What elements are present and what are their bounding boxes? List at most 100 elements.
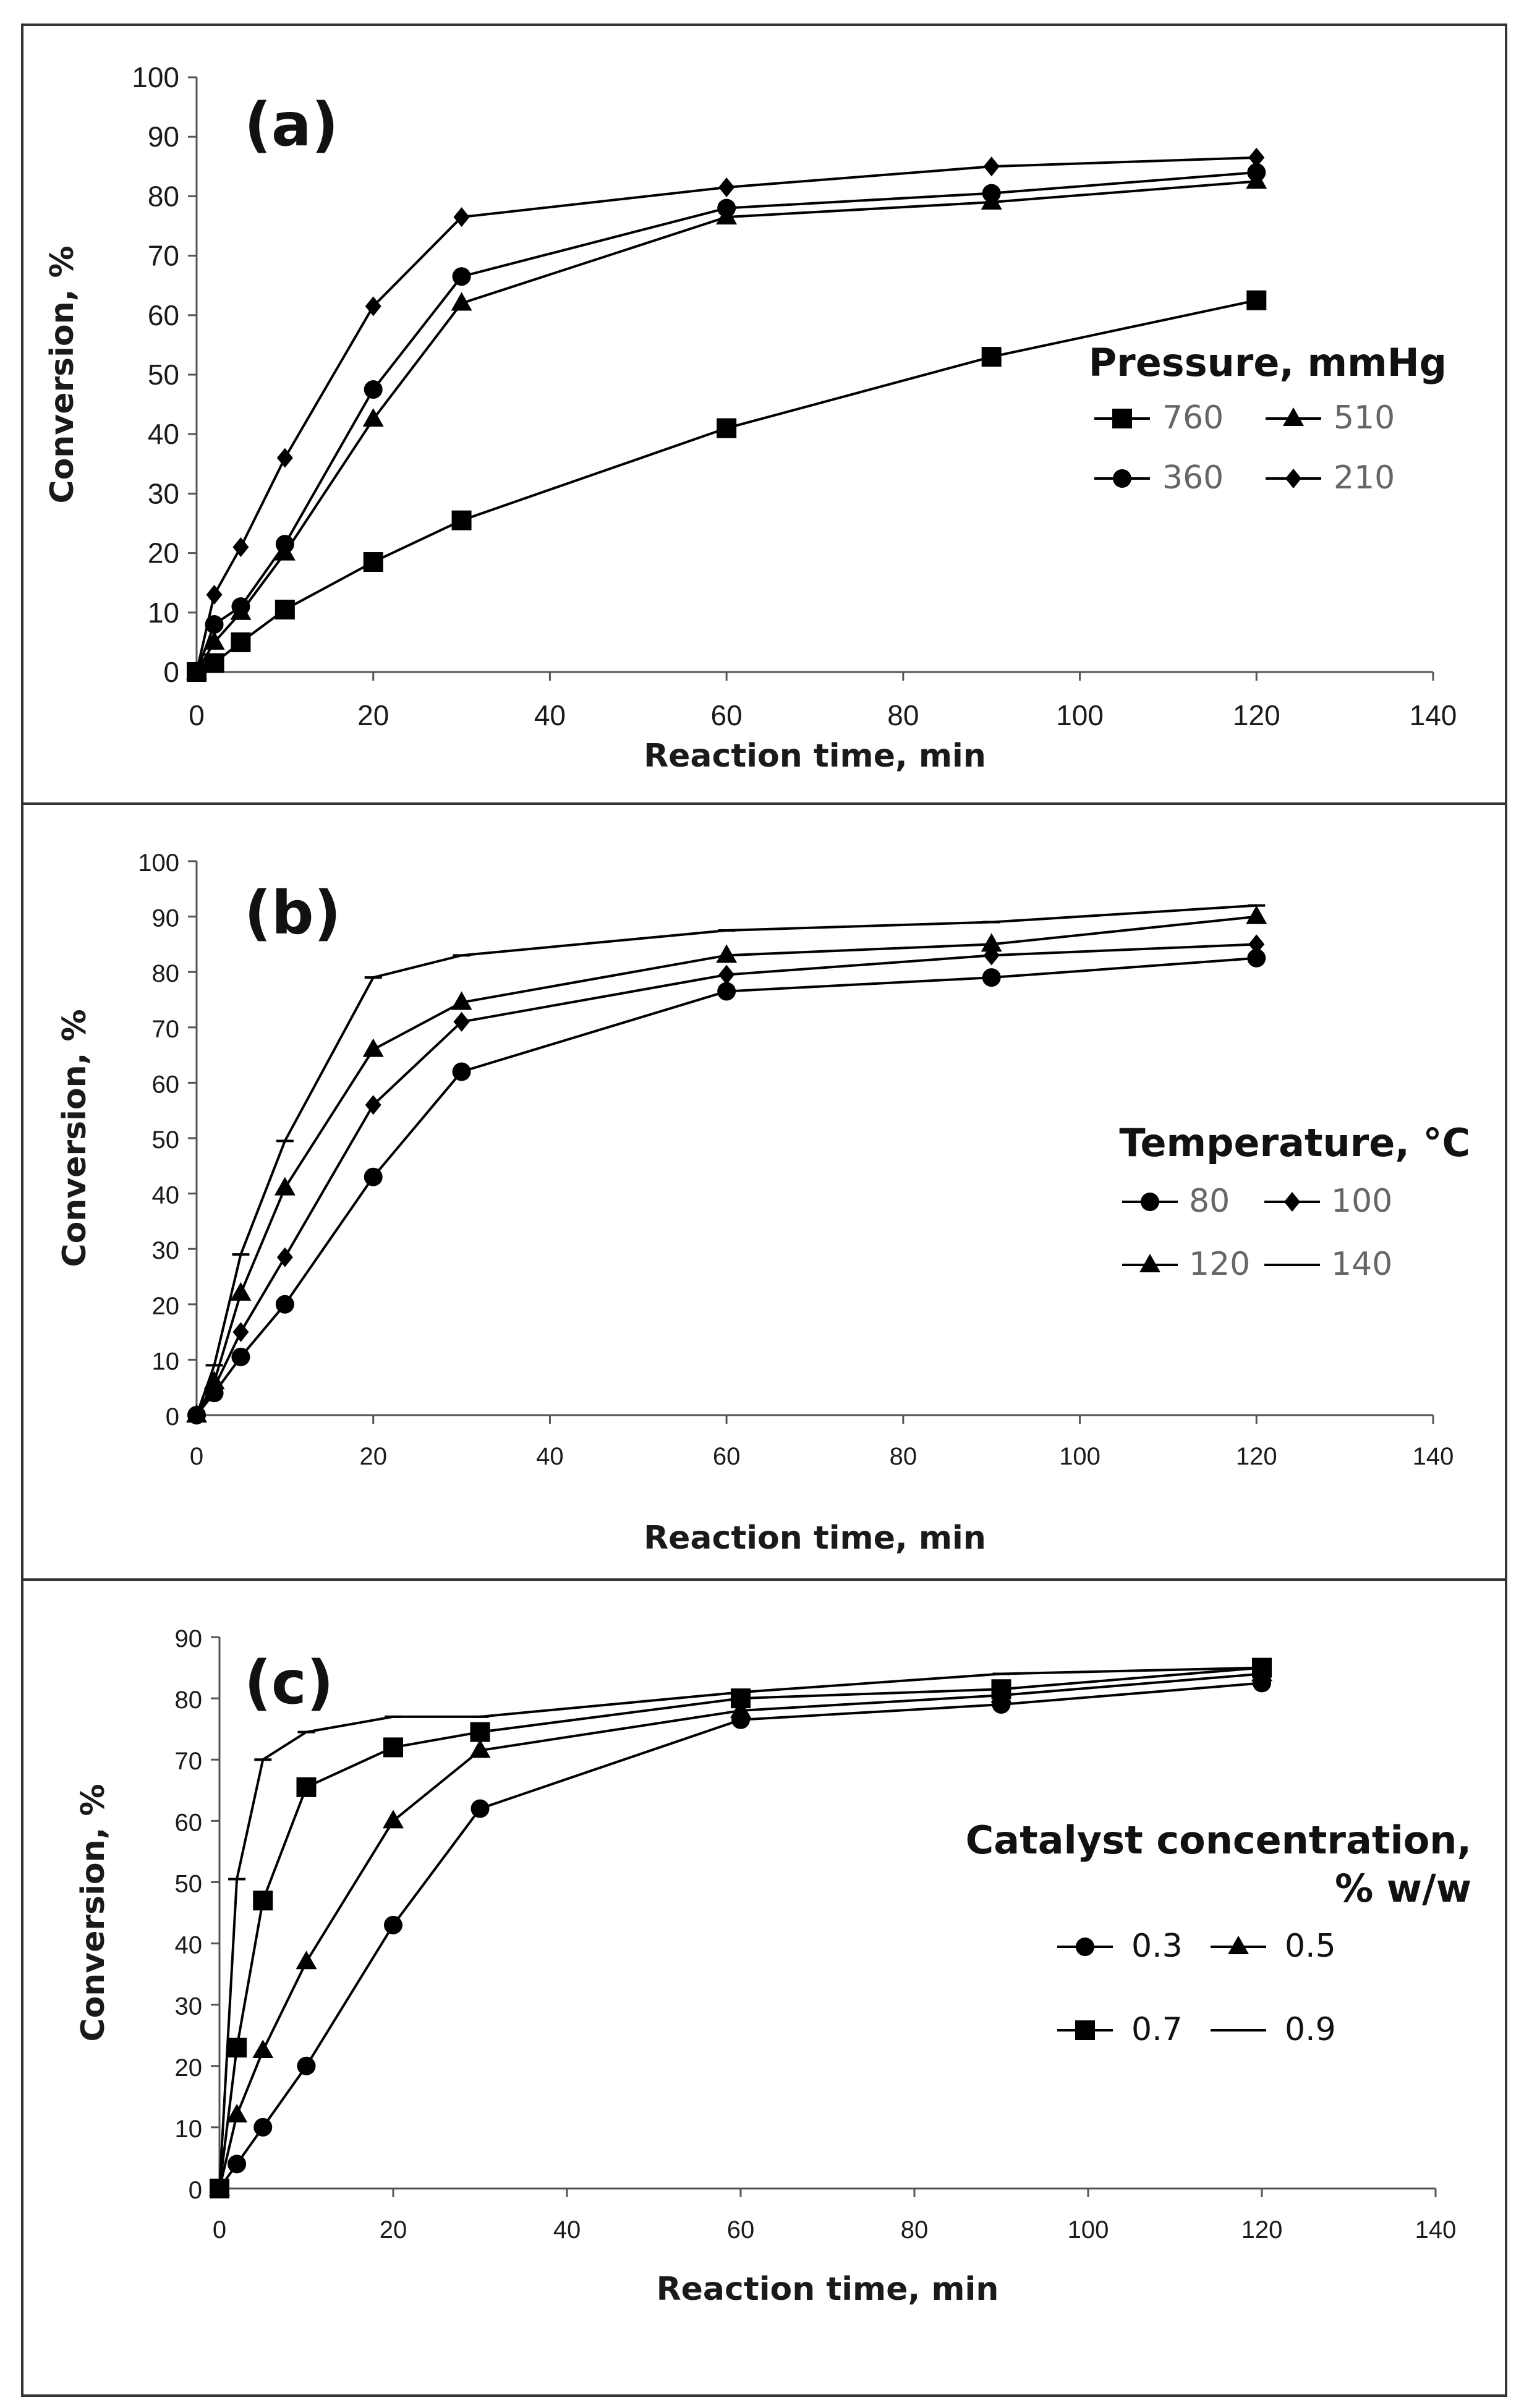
data-point [203,631,225,650]
x-tick-label: 60 [727,2216,755,2244]
series-360 [187,163,1266,681]
x-tick-label: 140 [1413,1443,1454,1470]
legend-marker [1285,469,1301,488]
x-axis-title: Reaction time, min [644,738,986,775]
data-point [362,1038,384,1057]
data-point [365,1095,381,1115]
y-tick-label: 50 [175,1870,203,1897]
y-axis-title: Conversion, % [75,1784,112,2041]
data-point [716,944,738,963]
y-tick-label: 60 [148,299,179,331]
data-point [981,347,1002,367]
y-tick-label: 40 [148,418,179,450]
legend-entry-label: 120 [1189,1246,1250,1283]
data-point [453,207,470,228]
legend-marker [1228,1936,1249,1954]
y-tick-label: 30 [175,1993,203,2020]
data-point [452,267,471,286]
data-point [189,662,205,682]
x-tick-label: 20 [357,699,389,731]
y-tick-label: 0 [189,2177,202,2204]
legend-entry-label: 0.7 [1131,2011,1183,2048]
legend: Temperature, °C 80 100 120 140 [1119,1120,1470,1283]
x-tick-label: 20 [359,1443,387,1470]
y-tick-label: 10 [175,2116,203,2143]
data-point [730,1699,751,1718]
x-tick-label: 60 [713,1443,741,1470]
data-point [451,292,472,311]
data-point [991,1679,1011,1700]
panel-label: (c) [244,1648,334,1717]
chart-panel-c: 0 20 40 60 80 100 120 140 0 10 20 30 40 50 60 70 80 90 Rea… [75,1625,1471,2308]
panel-label: (a) [244,90,339,160]
data-point [451,991,472,1010]
data-point [718,177,735,197]
legend-marker [1075,2020,1095,2040]
data-point [1248,147,1265,168]
data-point [276,448,293,468]
x-tick-label: 0 [213,2216,226,2244]
y-tick-label: 80 [175,1687,203,1714]
data-point [982,968,1001,987]
y-tick-label: 80 [148,180,179,212]
legend: Pressure, mmHg 760 510 360 210 [1089,340,1447,496]
legend-entry-label: 0.9 [1285,2011,1336,2048]
data-point [363,552,383,572]
x-tick-label: 120 [1233,699,1280,731]
data-point [231,1347,250,1366]
data-point [364,380,383,399]
data-point [469,1739,491,1758]
data-point [364,1167,383,1186]
x-tick-label: 140 [1415,2216,1457,2244]
x-tick-label: 140 [1410,699,1457,731]
data-point [231,597,250,616]
data-point [470,1722,490,1742]
data-point [297,2056,316,2075]
chart-panel-b: 0 20 40 60 80 100 120 140 0 10 20 30 40 50 60 70 80 90 100… [56,849,1470,1557]
x-tick-label: 80 [901,2216,929,2244]
y-tick-label: 90 [148,121,179,153]
data-point [296,1951,317,1970]
data-point [253,1891,273,1911]
y-tick-label: 100 [138,849,179,877]
data-point [1247,948,1266,968]
y-axis-title: Conversion, % [56,1009,93,1267]
data-point [276,1247,293,1267]
data-point [1248,934,1265,955]
data-point [470,1799,490,1818]
data-point [232,1322,249,1342]
data-point [274,1176,296,1196]
data-point [383,1810,404,1829]
x-tick-label: 20 [380,2216,407,2244]
legend-entry-label: 0.5 [1285,1928,1336,1965]
y-tick-label: 70 [152,1016,180,1043]
legend-entry-label: 760 [1162,399,1224,436]
legend: Catalyst concentration,% w/w 0.3 0.5 0.7 0.9 [966,1818,1471,2048]
series-0.9 [211,1666,1271,2190]
legend-entry-label: 360 [1162,459,1224,496]
data-point [232,537,249,557]
data-point [275,1295,294,1314]
data-point [206,584,223,605]
panel-c-frame [21,1578,1507,2397]
data-point [451,510,472,530]
y-tick-label: 60 [175,1809,203,1836]
legend-marker [1113,469,1131,488]
y-axis-title: Conversion, % [44,245,81,503]
legend-marker [1139,1254,1160,1272]
data-point [384,1915,402,1934]
x-tick-label: 80 [890,1443,917,1470]
y-tick-label: 60 [152,1071,180,1098]
data-point [717,418,737,438]
data-point [717,198,736,218]
data-point [204,653,224,673]
y-tick-label: 0 [166,1403,179,1431]
x-tick-label: 80 [887,699,919,731]
y-tick-label: 30 [152,1237,180,1264]
y-tick-label: 80 [152,960,180,987]
data-point [226,2104,248,2123]
series-140 [188,904,1266,1416]
x-tick-label: 100 [1056,699,1104,731]
data-point [718,964,735,985]
